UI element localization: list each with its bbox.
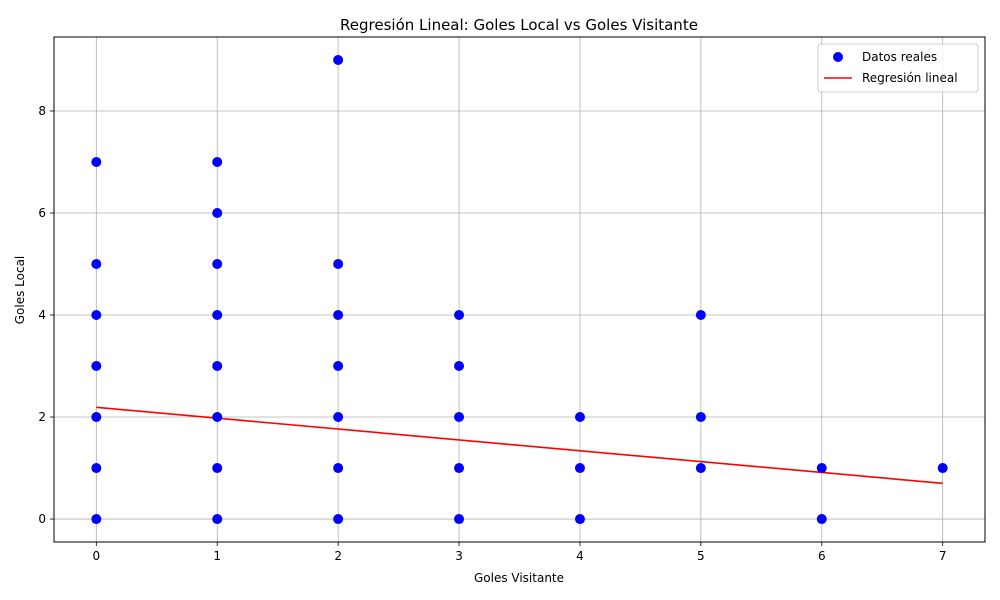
data-point (333, 463, 344, 474)
data-point (454, 310, 465, 321)
y-axis-ticks: 0 2 4 6 8 (38, 104, 54, 526)
y-tick-label: 4 (38, 308, 46, 322)
legend-label-scatter: Datos reales (862, 50, 937, 64)
regression-layer (96, 406, 943, 485)
data-point (91, 514, 102, 525)
data-point (574, 514, 585, 525)
data-point (212, 156, 223, 167)
data-point (937, 463, 948, 474)
data-point (212, 258, 223, 269)
data-point (91, 310, 102, 321)
data-point (91, 156, 102, 167)
legend-label-line: Regresión lineal (862, 71, 958, 85)
data-point (454, 514, 465, 525)
y-tick-label: 6 (38, 206, 46, 220)
plot-frame (53, 36, 986, 543)
data-point (91, 463, 102, 474)
x-axis-label: Goles Visitante (474, 571, 564, 585)
data-point (91, 412, 102, 423)
data-point (212, 463, 223, 474)
x-axis-ticks: 0 1 2 3 4 5 6 7 (92, 542, 947, 563)
legend: Datos reales Regresión lineal (817, 43, 979, 93)
data-point (454, 412, 465, 423)
data-point (212, 207, 223, 218)
x-tick-label: 2 (334, 549, 342, 563)
y-tick-label: 2 (38, 410, 46, 424)
data-point (91, 361, 102, 372)
legend-box (817, 43, 979, 93)
x-tick-label: 5 (697, 549, 705, 563)
data-point (574, 412, 585, 423)
scatter-points (91, 54, 948, 525)
y-tick-label: 8 (38, 104, 46, 118)
regression-line (96, 406, 943, 485)
data-point (333, 258, 344, 269)
data-point (695, 463, 706, 474)
data-point (454, 463, 465, 474)
data-point (212, 361, 223, 372)
data-point (333, 412, 344, 423)
x-tick-label: 0 (92, 549, 100, 563)
data-point (574, 463, 585, 474)
y-tick-label: 0 (38, 512, 46, 526)
chart-title: Regresión Lineal: Goles Local vs Goles V… (340, 16, 698, 34)
data-point (695, 310, 706, 321)
data-point (454, 361, 465, 372)
data-point (333, 54, 344, 65)
x-tick-label: 3 (455, 549, 463, 563)
data-point (333, 514, 344, 525)
data-point (333, 361, 344, 372)
x-tick-label: 7 (939, 549, 947, 563)
x-tick-label: 4 (576, 549, 584, 563)
grid (54, 37, 985, 542)
data-point (816, 463, 827, 474)
legend-marker-scatter (833, 52, 843, 62)
data-point (212, 514, 223, 525)
data-point (816, 514, 827, 525)
data-point (212, 310, 223, 321)
data-point (212, 412, 223, 423)
y-axis-label: Goles Local (13, 256, 27, 325)
x-tick-label: 1 (213, 549, 221, 563)
data-point (91, 258, 102, 269)
x-tick-label: 6 (818, 549, 826, 563)
data-point (695, 412, 706, 423)
data-point (333, 310, 344, 321)
